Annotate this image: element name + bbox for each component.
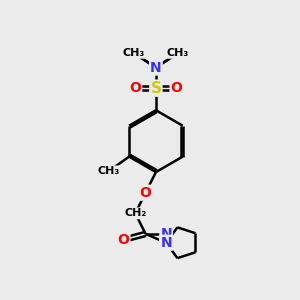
Text: O: O (118, 233, 129, 247)
Text: N: N (160, 236, 172, 250)
Text: CH₃: CH₃ (98, 166, 120, 176)
Text: CH₃: CH₃ (167, 48, 189, 58)
Text: N: N (150, 61, 162, 75)
Text: S: S (150, 81, 161, 96)
Text: O: O (140, 186, 152, 200)
Text: CH₃: CH₃ (123, 48, 145, 58)
Text: CH₂: CH₂ (124, 208, 146, 218)
Text: N: N (160, 227, 172, 241)
Text: O: O (171, 81, 182, 95)
Text: O: O (129, 81, 141, 95)
